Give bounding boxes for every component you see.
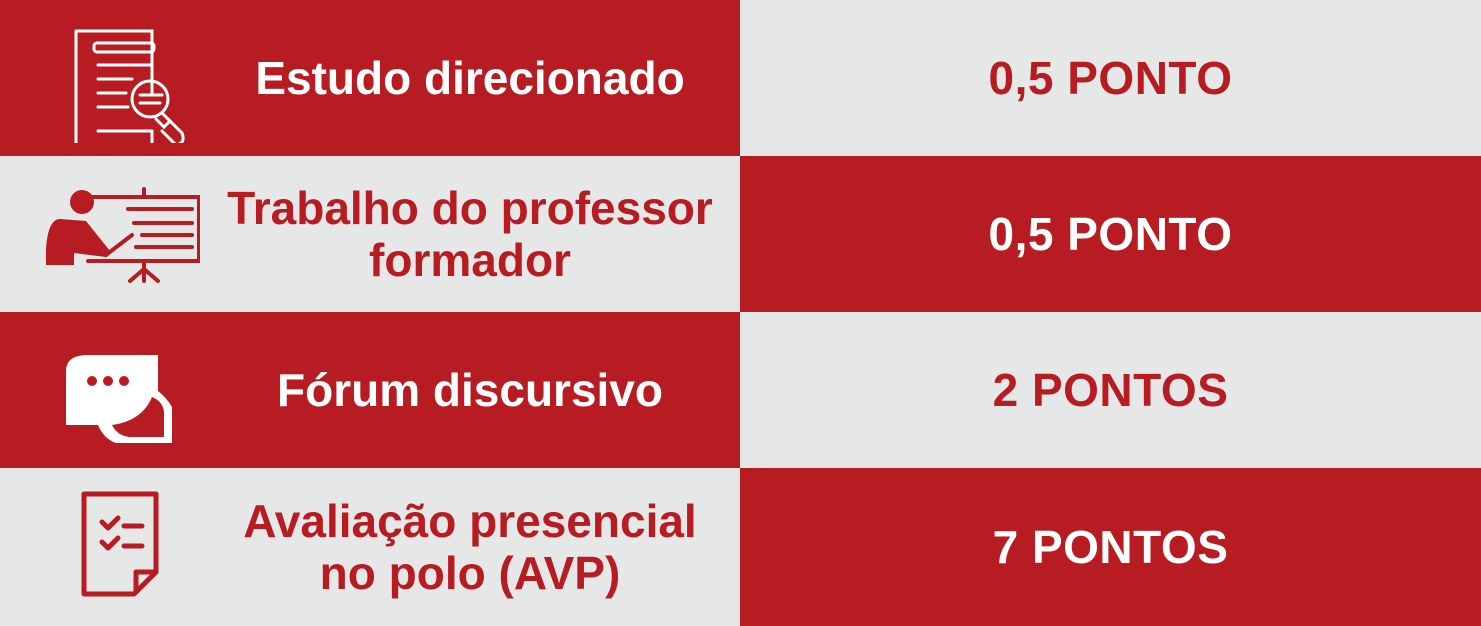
points-cell: 0,5 PONTO bbox=[740, 0, 1481, 156]
points-value: 2 PONTOS bbox=[992, 364, 1229, 416]
activity-label: Trabalho do professor formador bbox=[227, 182, 713, 286]
activity-cell: Trabalho do professor formador bbox=[0, 156, 740, 312]
table-row: Trabalho do professor formador 0,5 PONTO bbox=[0, 156, 1481, 312]
points-cell: 0,5 PONTO bbox=[740, 156, 1481, 312]
activity-label: Estudo direcionado bbox=[255, 52, 685, 104]
points-value: 0,5 PONTO bbox=[988, 52, 1233, 104]
checklist-document-icon bbox=[81, 491, 159, 597]
table-row: Estudo direcionado 0,5 PONTO bbox=[0, 0, 1481, 156]
points-cell: 7 PONTOS bbox=[740, 468, 1481, 626]
points-value: 0,5 PONTO bbox=[988, 208, 1233, 260]
points-cell: 2 PONTOS bbox=[740, 312, 1481, 468]
activity-cell: Avaliação presencial no polo (AVP) bbox=[0, 468, 740, 626]
table-row: Fórum discursivo 2 PONTOS bbox=[0, 312, 1481, 468]
table-row: Avaliação presencial no polo (AVP) 7 PON… bbox=[0, 468, 1481, 626]
document-search-icon bbox=[74, 29, 185, 143]
activity-label: Fórum discursivo bbox=[277, 364, 663, 416]
activity-cell: Fórum discursivo bbox=[0, 312, 740, 468]
points-value: 7 PONTOS bbox=[992, 521, 1229, 573]
chat-bubbles-icon bbox=[66, 355, 172, 443]
teacher-presentation-icon bbox=[46, 187, 200, 283]
activity-label: Avaliação presencial no polo (AVP) bbox=[243, 495, 697, 599]
activity-cell: Estudo direcionado bbox=[0, 0, 740, 156]
